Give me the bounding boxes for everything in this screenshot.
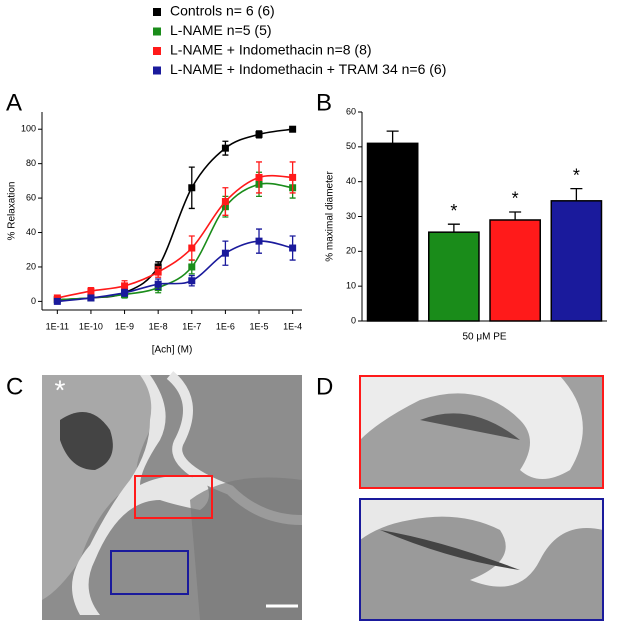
- marker: [221, 249, 229, 257]
- micrograph-c: *: [42, 371, 303, 620]
- error-bar: [509, 211, 522, 220]
- marker: [221, 144, 229, 152]
- significance-label: *: [450, 201, 457, 221]
- marker: [188, 184, 196, 192]
- x-tick-label: 1E-4: [283, 321, 302, 331]
- x-tick-label: 1E-11: [46, 321, 69, 331]
- x-axis-label: [Ach] (M): [152, 345, 193, 356]
- x-tick-label: 1E-6: [216, 321, 235, 331]
- legend-label: L-NAME n=5 (5): [170, 22, 272, 38]
- marker: [154, 280, 162, 288]
- marker: [87, 287, 95, 295]
- significance-label: *: [512, 189, 519, 209]
- y-tick-label: 10: [346, 281, 356, 291]
- error-bar: [570, 187, 583, 201]
- legend-swatch: [153, 8, 161, 16]
- panel-label: A: [6, 89, 22, 116]
- y-tick-label: 0: [31, 296, 36, 306]
- legend-swatch: [153, 66, 161, 75]
- bar: [489, 219, 541, 322]
- x-tick-label: 1E-7: [182, 321, 201, 331]
- y-tick-label: 80: [26, 158, 36, 168]
- y-tick-label: 100: [21, 124, 36, 134]
- marker: [255, 237, 263, 245]
- y-tick-label: 30: [346, 211, 356, 221]
- panel-label: C: [6, 373, 23, 400]
- marker: [255, 130, 263, 138]
- marker: [289, 244, 297, 252]
- x-tick-label: 1E-10: [79, 321, 103, 331]
- panel-label: D: [316, 373, 333, 400]
- y-tick-label: 20: [346, 246, 356, 256]
- y-tick-label: 60: [346, 106, 356, 116]
- legend-label: L-NAME + Indomethacin n=8 (8): [170, 42, 372, 58]
- y-tick-label: 0: [351, 315, 356, 325]
- marker: [289, 125, 297, 133]
- series-line: [57, 128, 293, 301]
- legend-label: L-NAME + Indomethacin + TRAM 34 n=6 (6): [170, 61, 446, 77]
- y-tick-label: 40: [346, 176, 356, 186]
- legend-swatch: [153, 47, 161, 55]
- panel-label: B: [316, 89, 332, 116]
- y-tick-label: 50: [346, 141, 356, 151]
- x-tick-label: 1E-8: [149, 321, 168, 331]
- marker: [221, 198, 229, 206]
- marker: [154, 268, 162, 276]
- error-bar: [447, 223, 460, 233]
- bar: [550, 200, 603, 322]
- bar: [366, 142, 419, 322]
- x-tick-label: 1E-9: [115, 321, 134, 331]
- legend-swatch: [153, 27, 161, 36]
- marker: [87, 294, 95, 302]
- significance-label: *: [573, 165, 580, 185]
- marker: [289, 173, 297, 181]
- marker: [53, 297, 61, 305]
- marker: [188, 277, 196, 285]
- y-tick-label: 20: [26, 261, 36, 271]
- error-bar: [386, 130, 399, 144]
- x-axis-label: 50 μM PE: [462, 332, 506, 343]
- marker: [255, 173, 263, 181]
- y-axis-label: % Relaxation: [7, 182, 18, 241]
- marker: *: [55, 374, 66, 405]
- micrograph-d: [359, 375, 604, 621]
- y-tick-label: 60: [26, 192, 36, 202]
- marker: [188, 263, 196, 271]
- marker: [188, 244, 196, 252]
- legend-label: Controls n= 6 (6): [170, 3, 275, 19]
- y-axis-label: % maximal diameter: [325, 171, 336, 262]
- x-tick-label: 1E-5: [250, 321, 269, 331]
- y-tick-label: 40: [26, 227, 36, 237]
- bar: [428, 231, 480, 322]
- series-line: [57, 174, 293, 299]
- marker: [121, 282, 129, 290]
- marker: [121, 289, 129, 297]
